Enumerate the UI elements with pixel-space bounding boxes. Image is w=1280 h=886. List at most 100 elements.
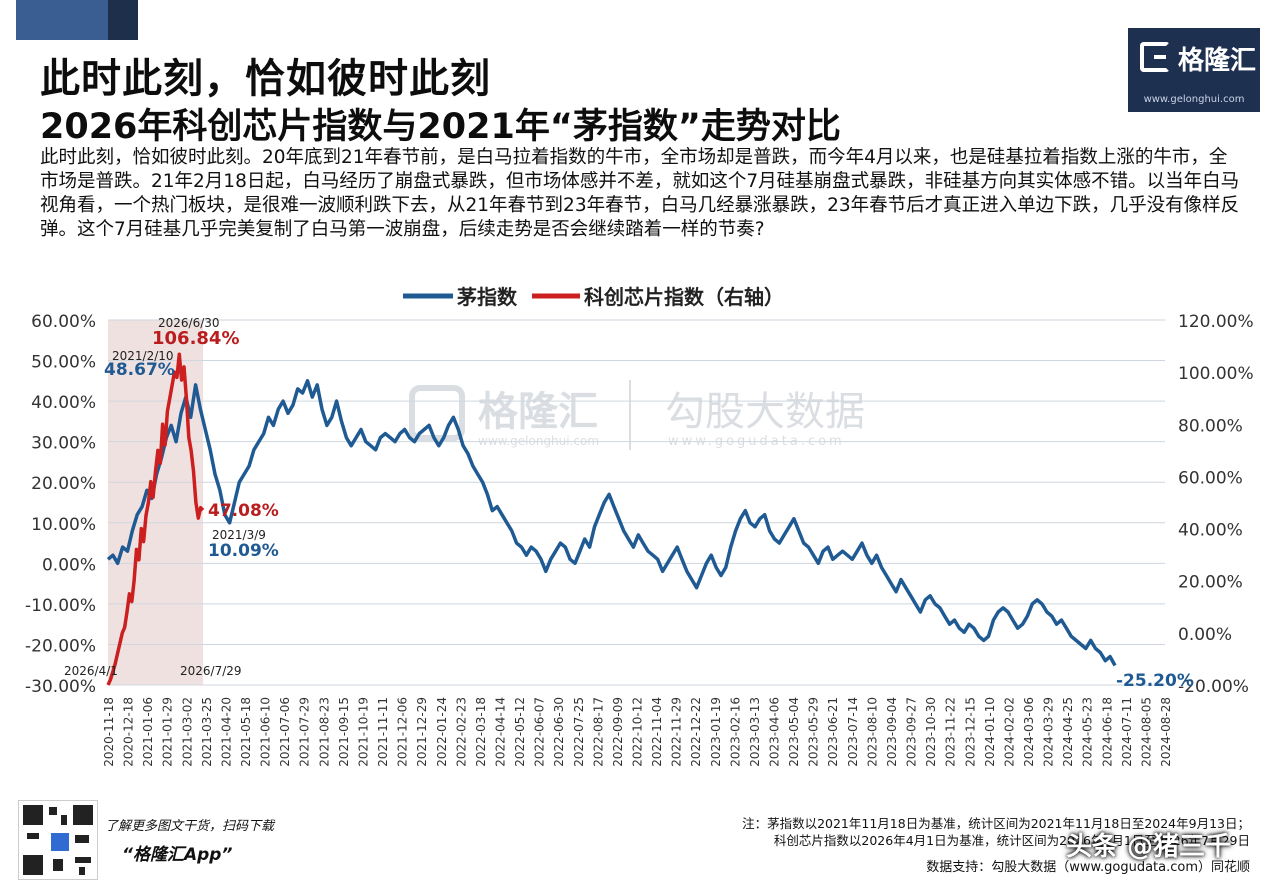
- annotation-date: 2026/6/30: [158, 316, 220, 330]
- top-banner: [0, 0, 1280, 40]
- x-tick-label: 2021-04-20: [219, 697, 233, 767]
- data-source: 数据支持：勾股大数据（www.gogudata.com）同花顺: [926, 860, 1250, 875]
- x-tick-label: 2021-09-15: [337, 697, 351, 767]
- description-paragraph: 此时此刻，恰如彼时此刻。20年底到21年春节前，是白马拉着指数的牛市，全市场却是…: [40, 147, 1240, 240]
- line-chart: 格隆汇 www.gelonghui.com 勾股大数据 www.gogudata…: [25, 285, 1254, 767]
- y-left-tick-label: -30.00%: [25, 677, 96, 697]
- annotation-value: 106.84%: [152, 328, 240, 349]
- watermark-brand1-url: www.gelonghui.com: [478, 434, 599, 448]
- annotation-date: 2026/4/1: [64, 664, 118, 678]
- x-tick-label: 2020-11-18: [102, 697, 116, 767]
- y-left-tick-label: 0.00%: [42, 555, 96, 575]
- gelonghui-logo: 格隆汇 www.gelonghui.com: [1128, 28, 1260, 112]
- x-tick-label: 2023-12-15: [963, 697, 977, 767]
- app-name: “格隆汇App”: [122, 845, 233, 865]
- y-left-tick-label: 10.00%: [31, 515, 96, 535]
- x-tick-label: 2023-03-13: [748, 697, 762, 767]
- x-tick-label: 2022-05-12: [513, 697, 527, 767]
- x-tick-label: 2021-12-29: [415, 697, 429, 767]
- series-line-chip: [106, 352, 205, 686]
- x-tick-label: 2023-11-22: [944, 697, 958, 767]
- logo-url: www.gelonghui.com: [1143, 94, 1245, 105]
- y-right-tick-label: 0.00%: [1178, 625, 1232, 645]
- x-tick-label: 2023-02-16: [728, 697, 742, 767]
- y-right-tick-label: 80.00%: [1178, 416, 1243, 436]
- x-tick-label: 2024-08-05: [1139, 697, 1153, 767]
- x-tick-label: 2021-07-06: [278, 697, 292, 767]
- qr-code-image: [18, 800, 98, 880]
- banner-block: [108, 0, 138, 40]
- banner-block: [16, 0, 108, 40]
- y-right-tick-label: 40.00%: [1178, 521, 1243, 541]
- page-title: 此时此刻，恰如彼时此刻: [40, 56, 491, 102]
- x-tick-label: 2024-08-28: [1159, 697, 1173, 767]
- x-tick-label: 2021-11-11: [376, 697, 390, 767]
- y-right-tick-label: -20.00%: [1178, 677, 1249, 697]
- watermark-brand2: 勾股大数据: [665, 389, 865, 435]
- note-line-2: 科创芯片指数以2026年4月1日为基准，统计区间为2026年4月1日至2026年…: [773, 833, 1250, 848]
- x-tick-label: 2023-04-06: [768, 697, 782, 767]
- annotation-date: 2026/7/29: [180, 664, 242, 678]
- x-tick-label: 2022-09-09: [611, 697, 625, 767]
- annotation-value: 10.09%: [208, 541, 279, 561]
- x-tick-label: 2024-03-29: [1042, 697, 1056, 767]
- x-tick-label: 2023-01-19: [709, 697, 723, 767]
- annotation-value: 47.08%: [208, 501, 279, 521]
- x-tick-label: 2023-05-29: [807, 697, 821, 767]
- watermark-brand1: 格隆汇: [478, 389, 598, 435]
- x-tick-label: 2021-06-10: [259, 697, 273, 767]
- x-tick-label: 2022-01-24: [435, 697, 449, 767]
- x-tick-label: 2021-01-06: [141, 697, 155, 767]
- x-tick-label: 2023-09-27: [905, 697, 919, 767]
- x-tick-label: 2024-06-18: [1100, 697, 1114, 767]
- legend-label-chip: 科创芯片指数（右轴）: [584, 285, 784, 309]
- x-tick-label: 2021-12-06: [396, 697, 410, 767]
- g-logo-icon: [49, 831, 71, 853]
- y-right-tick-label: 20.00%: [1178, 573, 1243, 593]
- x-tick-label: 2022-11-29: [670, 697, 684, 767]
- toutiao-watermark: 头条 @猪三千: [1066, 832, 1232, 862]
- x-tick-label: 2022-11-04: [650, 697, 664, 767]
- y-left-tick-label: 20.00%: [31, 474, 96, 494]
- x-tick-label: 2021-03-02: [180, 697, 194, 767]
- chart-note: 注：茅指数以2021年11月18日为基准，统计区间为2021年11月18日至20…: [700, 815, 1250, 849]
- x-tick-label: 2022-04-14: [493, 697, 507, 767]
- x-tick-label: 2021-10-19: [356, 697, 370, 767]
- chart-legend: 茅指数 科创芯片指数（右轴）: [403, 285, 784, 309]
- annotation-value: 48.67%: [104, 360, 175, 380]
- annotation-value: -25.20%: [1116, 671, 1194, 691]
- x-tick-label: 2021-07-29: [298, 697, 312, 767]
- x-tick-label: 2024-07-11: [1120, 697, 1134, 767]
- x-tick-label: 2022-06-07: [533, 697, 547, 767]
- y-left-tick-label: -20.00%: [25, 636, 96, 656]
- annotation-date: 2021/2/10: [112, 349, 174, 363]
- x-tick-label: 2024-01-10: [983, 697, 997, 767]
- y-left-tick-label: 40.00%: [31, 393, 96, 413]
- x-tick-label: 2024-02-02: [1002, 697, 1016, 767]
- y-left-tick-label: 60.00%: [31, 312, 96, 332]
- x-tick-label: 2021-03-25: [200, 697, 214, 767]
- x-tick-label: 2023-07-14: [846, 697, 860, 767]
- x-tick-label: 2024-03-06: [1022, 697, 1036, 767]
- x-tick-label: 2023-06-21: [826, 697, 840, 767]
- y-right-tick-label: 60.00%: [1178, 468, 1243, 488]
- x-tick-label: 2022-12-22: [689, 697, 703, 767]
- y-right-tick-label: 100.00%: [1178, 364, 1254, 384]
- x-tick-label: 2022-08-17: [591, 697, 605, 767]
- x-tick-label: 2023-05-04: [787, 697, 801, 767]
- note-line-1: 注：茅指数以2021年11月18日为基准，统计区间为2021年11月18日至20…: [742, 816, 1250, 831]
- y-left-tick-label: 30.00%: [31, 434, 96, 454]
- x-tick-label: 2021-08-23: [317, 697, 331, 767]
- watermark-logo-icon: [409, 385, 465, 441]
- x-tick-label: 2021-05-18: [239, 697, 253, 767]
- g-logo-icon: [1140, 42, 1170, 72]
- x-tick-label: 2023-10-30: [924, 697, 938, 767]
- watermark: 格隆汇 www.gelonghui.com 勾股大数据 www.gogudata…: [409, 380, 865, 450]
- annotation-date: 2021/3/9: [212, 528, 266, 542]
- x-tick-label: 2024-05-23: [1081, 697, 1095, 767]
- x-tick-label: 2022-02-23: [454, 697, 468, 767]
- x-tick-label: 2022-10-12: [631, 697, 645, 767]
- y-left-tick-label: -10.00%: [25, 596, 96, 616]
- x-tick-label: 2023-08-10: [865, 697, 879, 767]
- x-tick-label: 2024-04-25: [1061, 697, 1075, 767]
